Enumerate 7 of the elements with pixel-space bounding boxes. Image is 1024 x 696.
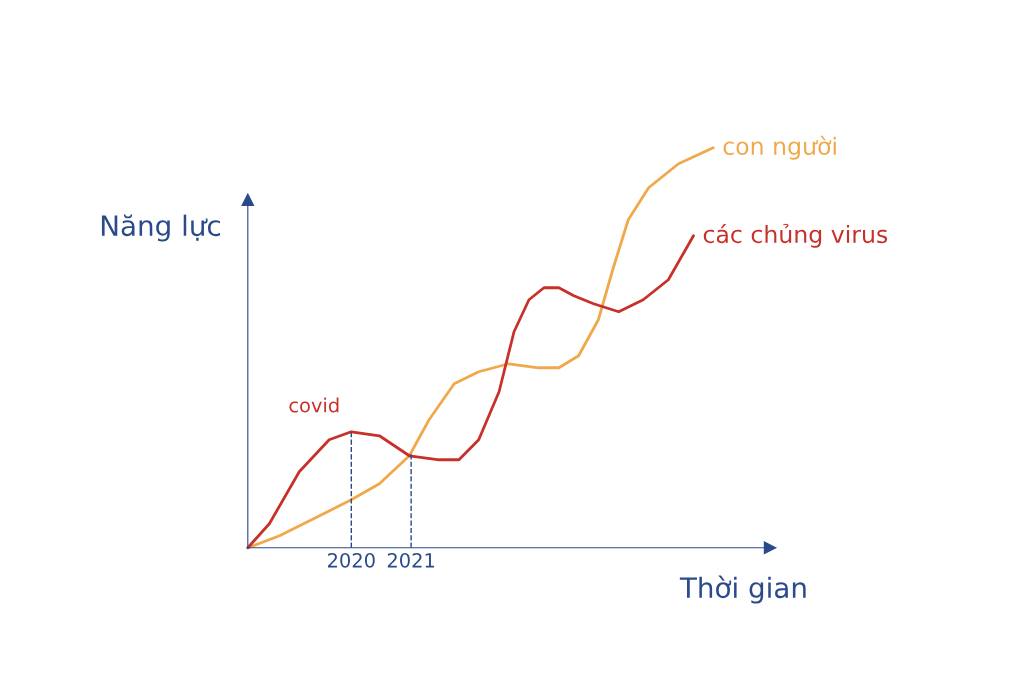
annotation: covid (289, 397, 339, 413)
series-label: các chủng virus (703, 223, 888, 248)
series-label: con người (723, 135, 836, 160)
x-tick-label: 2021 (387, 552, 435, 568)
x-axis-title: Thời gian (679, 575, 806, 604)
y-axis-title: Năng lực (101, 214, 220, 242)
x-tick-label: 2020 (327, 552, 375, 568)
